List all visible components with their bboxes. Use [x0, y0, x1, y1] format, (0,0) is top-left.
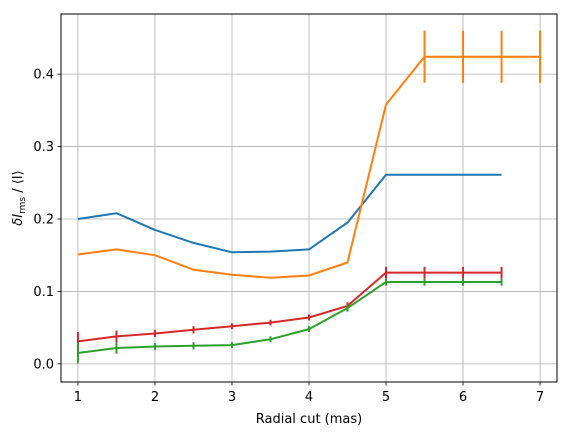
y-tick-label: 0.3 — [33, 140, 54, 155]
x-tick-label: 2 — [151, 390, 159, 405]
series-0 — [77, 173, 502, 254]
grid — [61, 14, 557, 382]
x-tick-label: 5 — [382, 390, 390, 405]
y-axis-label-rest: / ⟨I⟩ — [11, 170, 26, 197]
y-tick-label: 0.0 — [33, 357, 54, 372]
y-axis-label-sub: rms — [18, 197, 28, 214]
y-tick-label: 0.4 — [33, 68, 54, 83]
series-line — [77, 271, 502, 343]
x-tick-label: 7 — [536, 390, 544, 405]
y-axis-label-main: δI — [11, 214, 26, 226]
series-layer — [76, 30, 542, 364]
ticks: 1 2 3 4 5 6 7 0.0 0.1 0.2 0.3 0.4 — [33, 68, 544, 405]
series-2 — [76, 266, 503, 351]
series-line — [77, 281, 502, 354]
series-1 — [77, 30, 542, 279]
x-tick-label: 6 — [459, 390, 467, 405]
x-tick-label: 4 — [305, 390, 313, 405]
x-tick-label: 3 — [228, 390, 236, 405]
series-line — [77, 173, 502, 254]
series-3 — [76, 278, 503, 364]
y-tick-label: 0.2 — [33, 213, 54, 228]
y-tick-label: 0.1 — [33, 285, 54, 300]
x-tick-label: 1 — [74, 390, 82, 405]
x-axis-label: Radial cut (mas) — [256, 412, 362, 427]
y-axis-label: δIrms / ⟨I⟩ — [11, 170, 28, 225]
